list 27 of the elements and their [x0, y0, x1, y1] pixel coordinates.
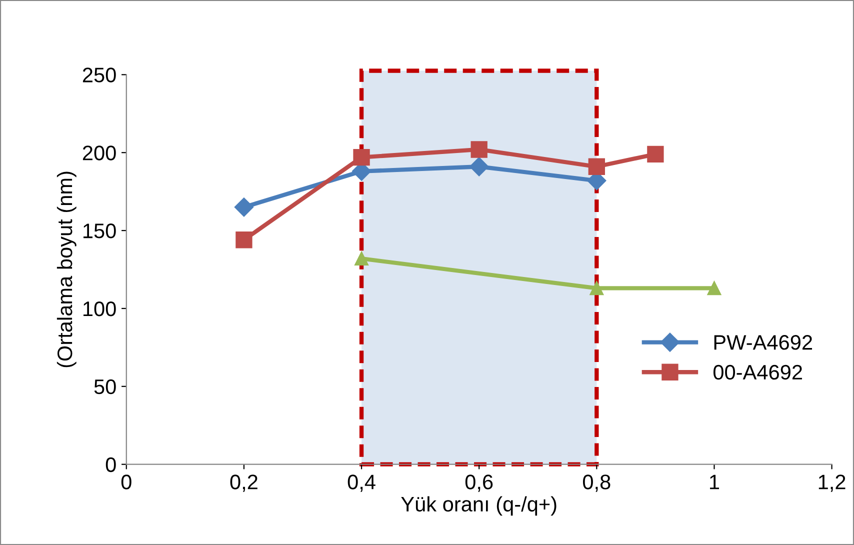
legend-label: 00-A4692	[713, 364, 802, 380]
point	[353, 148, 370, 166]
legend-label: PW-A4692	[714, 335, 812, 350]
point	[470, 157, 489, 176]
x-axis-title: Yük oranı (q-/q+)	[401, 496, 556, 516]
point	[590, 281, 604, 296]
x-tick-label: 0,4	[348, 474, 376, 492]
x-tick-label: 1	[710, 474, 720, 490]
x-tick-label: 0,8	[582, 474, 610, 492]
point	[647, 146, 664, 162]
point	[354, 252, 368, 266]
point	[470, 141, 488, 158]
y-tick-label: 0	[106, 457, 116, 472]
point	[588, 158, 605, 175]
point	[236, 232, 252, 248]
x-tick-label: 0,2	[230, 474, 258, 492]
y-tick-label: 150	[84, 224, 116, 238]
point	[707, 281, 722, 296]
y-tick-label: 200	[82, 146, 116, 160]
x-tick-label: 0,6	[465, 474, 493, 492]
y-tick-label: 250	[82, 68, 116, 82]
x-tick-label: 1,2	[818, 474, 846, 492]
x-tick-label: 0	[121, 474, 132, 490]
y-tick-label: 100	[84, 301, 116, 316]
y-tick-label: 50	[94, 379, 116, 394]
y-axis-title: (Ortalama boyut (nm)	[56, 172, 76, 368]
point	[234, 198, 254, 217]
